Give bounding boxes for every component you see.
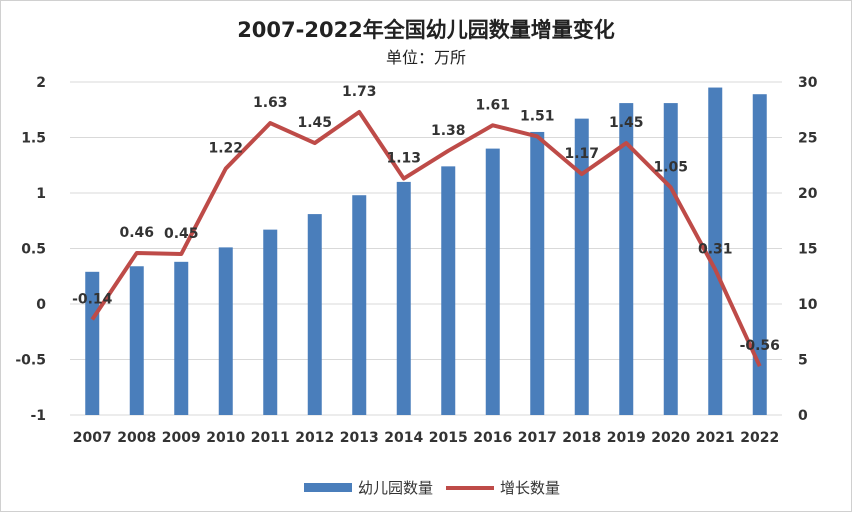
x-tick-label: 2021 (696, 430, 735, 446)
y-right-tick-label: 15 (798, 242, 817, 258)
bar (396, 181, 411, 415)
bar (307, 214, 322, 415)
y-axis-left: -1 -0.5 0 0.5 1 1.5 2 (15, 75, 46, 424)
x-tick-label: 2008 (117, 430, 156, 446)
x-tick-label: 2009 (162, 430, 201, 446)
x-tick-label: 2012 (295, 430, 334, 446)
data-label: 1.63 (253, 95, 288, 111)
y-right-tick-label: 30 (798, 75, 818, 91)
x-tick-label: 2010 (206, 430, 245, 446)
bar (85, 271, 100, 415)
data-label: 1.45 (609, 115, 644, 131)
data-label: -0.14 (72, 292, 113, 308)
y-right-tick-label: 10 (798, 297, 818, 313)
bar (129, 266, 144, 415)
data-label: 0.46 (119, 225, 154, 241)
legend-bar-label: 幼儿园数量 (358, 479, 433, 497)
bar (352, 195, 367, 415)
legend-bar-swatch (304, 483, 352, 492)
bar (663, 103, 678, 415)
data-label: 1.13 (386, 151, 421, 167)
y-left-tick-label: -1 (30, 408, 46, 424)
growth-line (90, 109, 762, 367)
bar (485, 148, 500, 415)
line-series (90, 109, 762, 367)
data-label: 1.61 (475, 97, 510, 113)
y-left-tick-label: 2 (36, 75, 46, 91)
x-tick-label: 2018 (562, 430, 601, 446)
y-left-tick-label: 1.5 (21, 131, 46, 147)
x-tick-label: 2019 (607, 430, 646, 446)
data-label: 1.51 (520, 108, 555, 124)
data-label: 1.38 (431, 123, 466, 139)
legend: 幼儿园数量 增长数量 (304, 479, 560, 497)
x-axis: 2007 2008 2009 2010 2011 2012 2013 2014 2015 2016… (73, 430, 779, 446)
bar (441, 166, 456, 415)
legend-line-label: 增长数量 (500, 479, 560, 497)
y-left-tick-label: 0 (36, 297, 46, 313)
x-tick-label: 2020 (651, 430, 690, 446)
y-right-tick-label: 5 (798, 353, 808, 369)
bar (619, 103, 634, 415)
bar (574, 118, 589, 415)
bar (174, 261, 189, 415)
x-tick-label: 2011 (251, 430, 290, 446)
data-label: 1.45 (297, 115, 332, 131)
data-labels: -0.14 0.46 0.45 1.22 1.63 1.45 1.73 1.13 1.38 1.6… (72, 84, 780, 354)
y-left-tick-label: 0.5 (21, 242, 46, 258)
y-right-tick-label: 25 (798, 131, 817, 147)
bar (218, 247, 233, 415)
gridlines (70, 81, 782, 416)
bar (752, 94, 767, 416)
y-right-tick-label: 20 (798, 186, 818, 202)
bar (708, 87, 723, 416)
x-tick-label: 2014 (384, 430, 423, 446)
x-tick-label: 2013 (340, 430, 379, 446)
bar-series (85, 87, 767, 416)
data-label: 0.31 (698, 242, 733, 258)
bar (263, 229, 278, 415)
data-label: -0.56 (740, 338, 780, 354)
data-label: 1.22 (208, 141, 243, 157)
bar (530, 131, 545, 415)
x-tick-label: 2015 (429, 430, 468, 446)
chart-title: 2007-2022年全国幼儿园数量增量变化 (237, 18, 615, 42)
y-right-tick-label: 0 (798, 408, 808, 424)
data-label: 1.17 (564, 146, 599, 162)
y-left-tick-label: 1 (36, 186, 46, 202)
y-axis-right: 0 5 10 15 20 25 30 (798, 75, 818, 424)
x-tick-label: 2016 (473, 430, 512, 446)
x-tick-label: 2007 (73, 430, 112, 446)
data-label: 1.05 (653, 159, 688, 175)
chart-subtitle: 单位：万所 (385, 48, 466, 67)
x-tick-label: 2022 (740, 430, 779, 446)
data-label: 0.45 (164, 226, 199, 242)
x-tick-label: 2017 (518, 430, 557, 446)
y-left-tick-label: -0.5 (15, 353, 46, 369)
data-label: 1.73 (342, 84, 377, 100)
